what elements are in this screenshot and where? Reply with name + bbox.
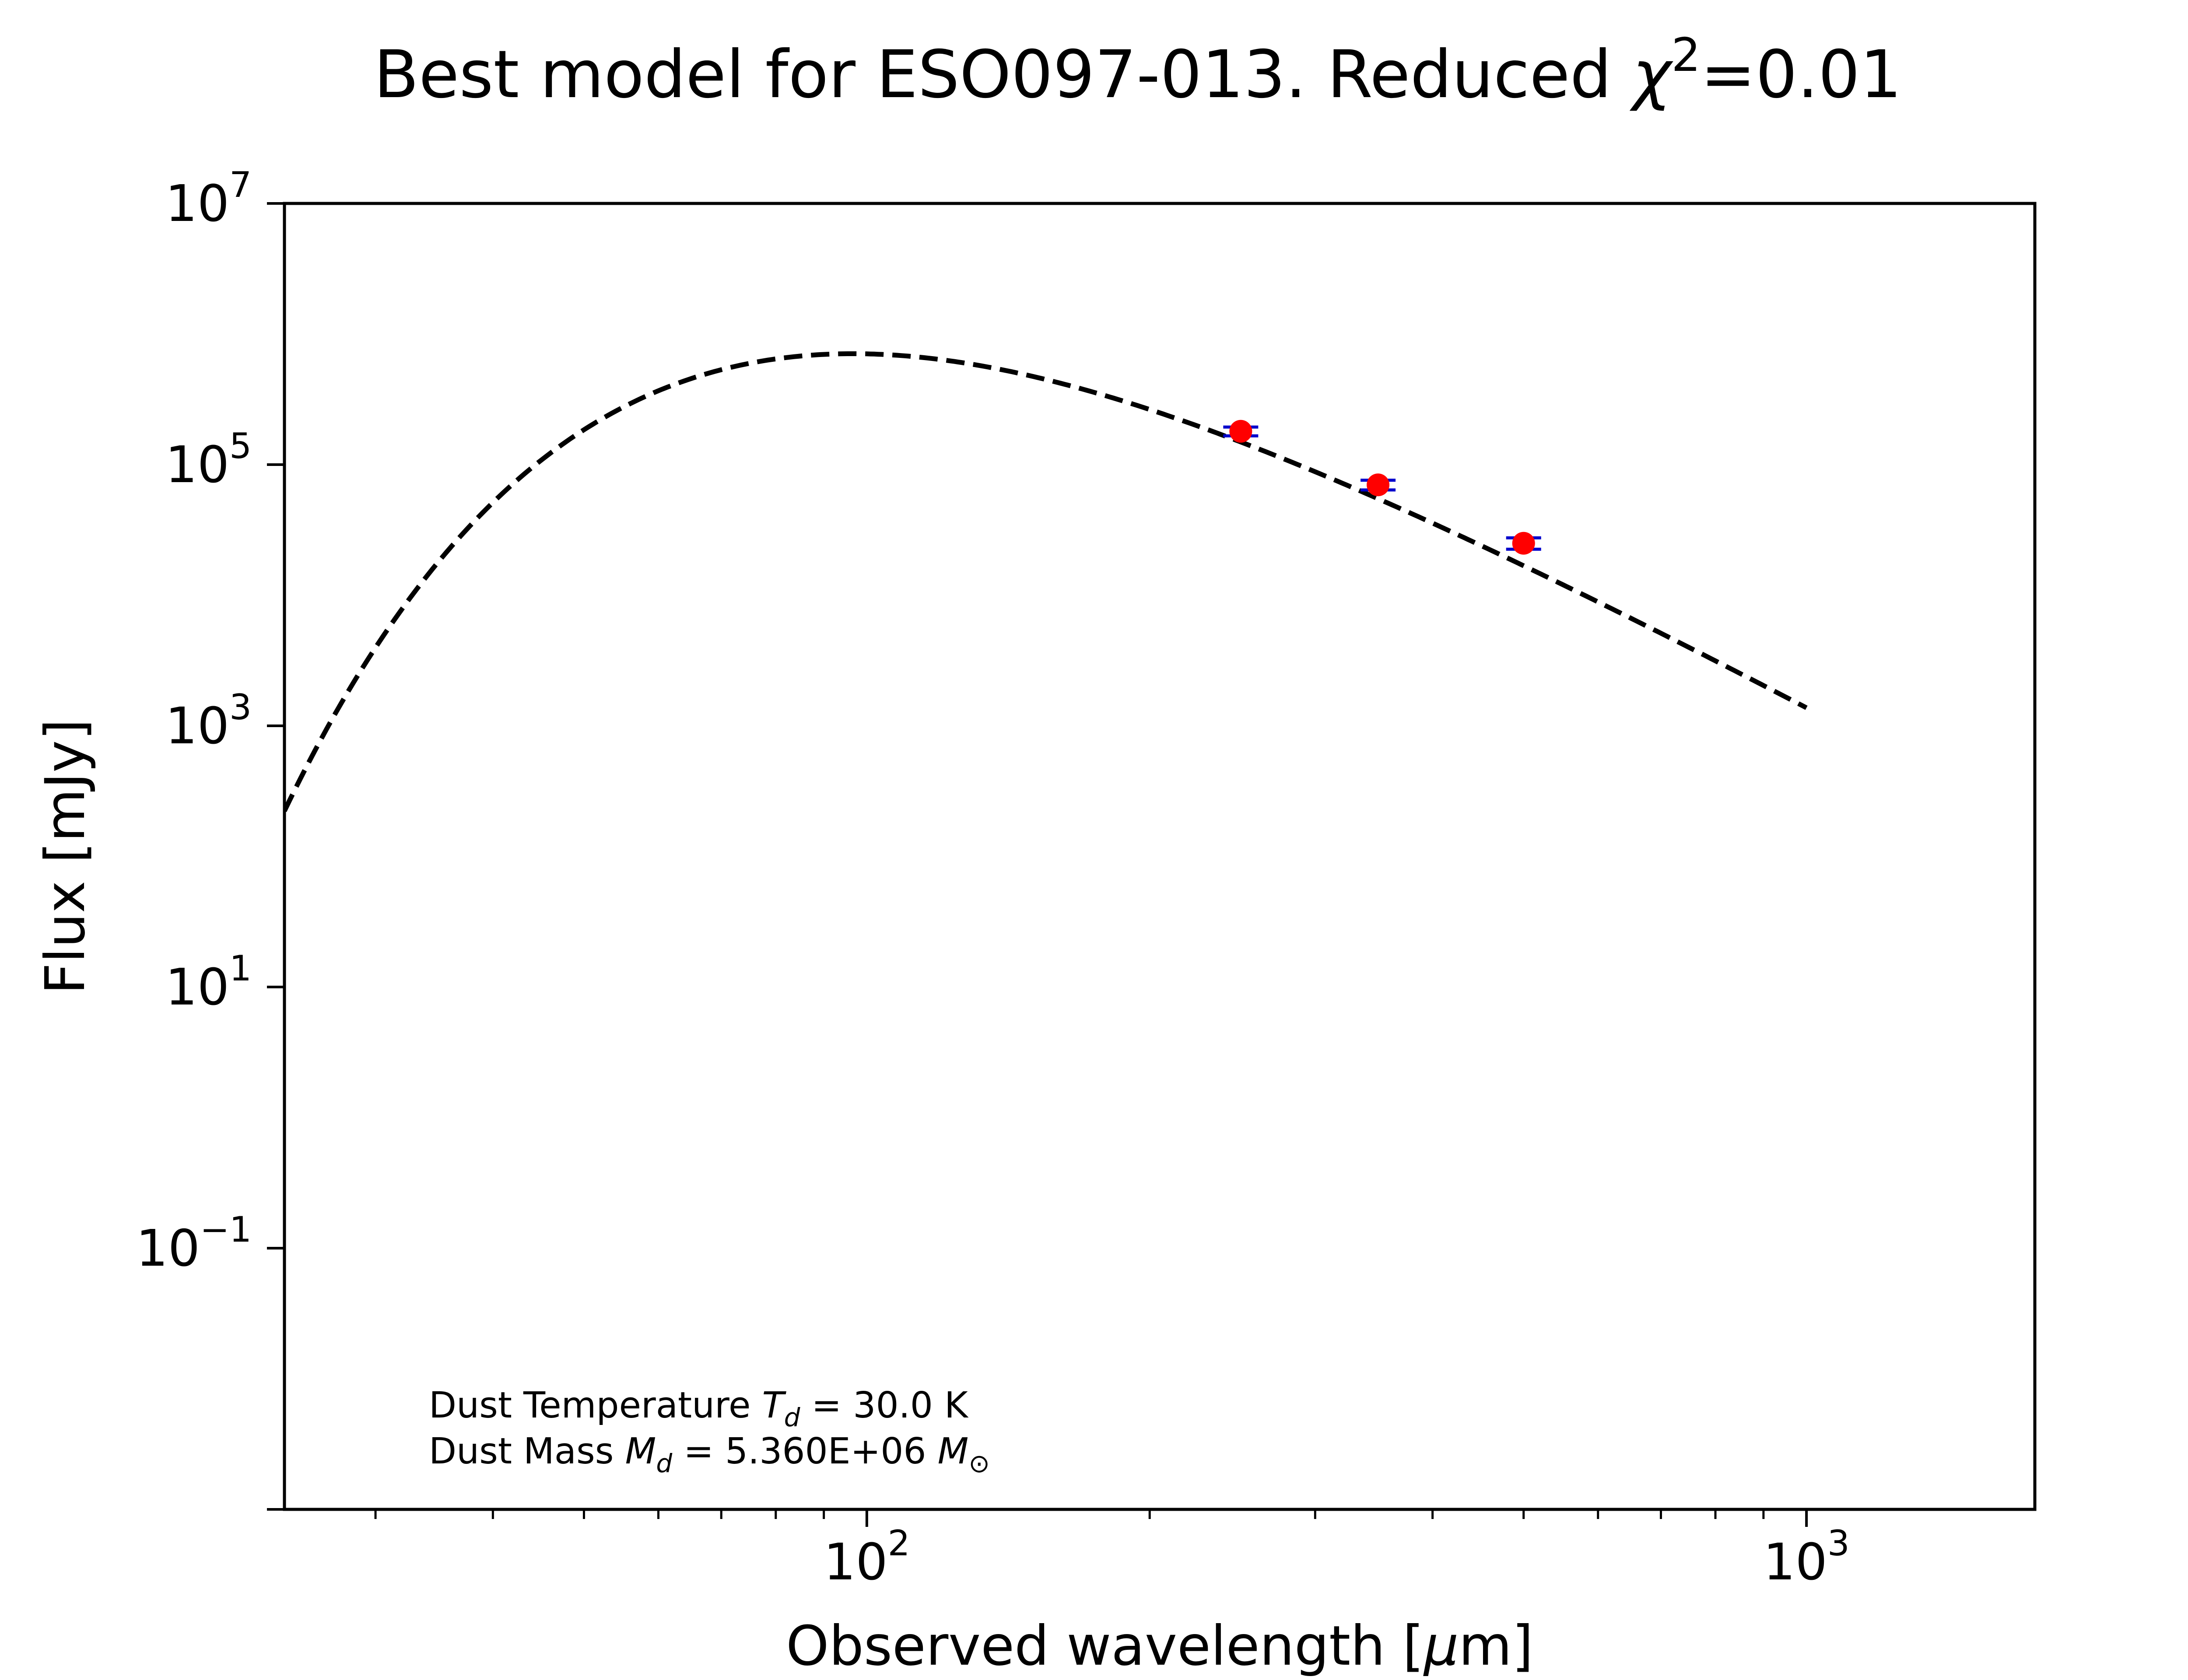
model-curve bbox=[284, 351, 1808, 812]
data-point-0 bbox=[1229, 420, 1252, 443]
x-axis-label-suffix: m] bbox=[1459, 1614, 1533, 1678]
plot-area bbox=[284, 351, 1808, 812]
x-tick-label: 102 bbox=[824, 1523, 910, 1592]
annotation-temperature: Dust Temperature Td = 30.0 K bbox=[429, 1385, 969, 1432]
x-axis-label-prefix: Observed wavelength [ bbox=[786, 1614, 1424, 1678]
data-point-1 bbox=[1367, 473, 1390, 497]
annotation-temperature-prefix: Dust Temperature bbox=[429, 1385, 762, 1426]
y-tick-label: 107 bbox=[165, 164, 252, 233]
title-prefix: Best model for ESO097-013. Reduced bbox=[374, 37, 1632, 113]
data-point-2 bbox=[1512, 532, 1535, 555]
annotation-mass-var2: M bbox=[938, 1431, 969, 1472]
title-power: 2 bbox=[1671, 28, 1701, 82]
y-tick-label: 105 bbox=[165, 426, 252, 494]
title-symbol: χ bbox=[1630, 37, 1674, 113]
y-tick-label: 10−1 bbox=[136, 1209, 252, 1278]
title-suffix: =0.01 bbox=[1701, 37, 1902, 113]
annotation-mass-sub2: ⊙ bbox=[968, 1449, 990, 1478]
y-tick-label: 101 bbox=[165, 948, 252, 1017]
annotation-temperature-sub: d bbox=[784, 1403, 801, 1432]
annotation-mass-prefix: Dust Mass bbox=[429, 1431, 625, 1472]
annotation-mass: Dust Mass Md = 5.360E+06 M⊙ bbox=[429, 1431, 990, 1478]
axes-frame bbox=[283, 202, 2037, 1511]
x-axis-label: Observed wavelength [μm] bbox=[786, 1614, 1533, 1678]
annotation-mass-sub: d bbox=[656, 1449, 673, 1478]
annotation-temperature-var: T bbox=[762, 1385, 787, 1426]
annotation-mass-mid: = 5.360E+06 bbox=[672, 1431, 938, 1472]
x-tick-label: 103 bbox=[1764, 1523, 1850, 1592]
annotation-temperature-suffix: = 30.0 K bbox=[800, 1385, 968, 1426]
x-axis-label-symbol: μ bbox=[1423, 1614, 1459, 1678]
annotation-mass-var: M bbox=[625, 1431, 656, 1472]
chart-title: Best model for ESO097-013. Reduced χ2=0.… bbox=[374, 28, 1902, 113]
y-tick-label: 103 bbox=[165, 687, 252, 756]
y-axis-label: Flux [mJy] bbox=[34, 719, 97, 994]
axis-ticks: 102 103 10−1 101 103 105 107 bbox=[136, 164, 1850, 1592]
